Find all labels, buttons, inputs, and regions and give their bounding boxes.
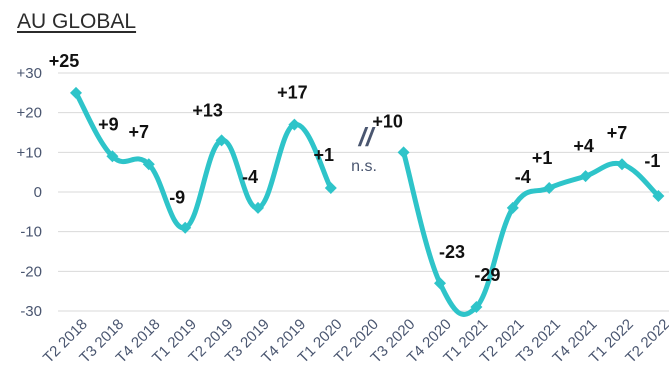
data-label: -4: [515, 167, 531, 187]
data-label: +9: [98, 114, 119, 134]
data-point: [179, 221, 192, 234]
data-point: [288, 118, 301, 131]
data-label: -4: [242, 167, 258, 187]
series-line: [73, 90, 334, 231]
data-label: -23: [439, 242, 465, 262]
data-point: [652, 189, 665, 202]
data-label: +25: [49, 51, 80, 71]
y-tick-label: +10: [17, 144, 42, 161]
axis-break-mark: //: [358, 122, 376, 152]
data-point: [106, 150, 119, 163]
data-label: +7: [607, 123, 628, 143]
y-tick-label: -30: [20, 303, 42, 320]
data-point: [579, 170, 592, 183]
not-significant-note: n.s.: [351, 158, 377, 175]
data-point: [252, 201, 264, 214]
data-point: [470, 301, 483, 314]
data-label: +7: [129, 122, 150, 142]
series-line-segment-2: [401, 149, 661, 317]
data-point: [215, 134, 228, 147]
data-point: [434, 277, 446, 290]
data-label: +13: [192, 100, 223, 120]
data-label: +10: [372, 111, 403, 131]
data-label: -29: [474, 265, 500, 285]
data-point: [142, 158, 155, 171]
data-point: [70, 86, 82, 99]
gridlines: [58, 72, 669, 312]
data-labels: +25+9 +7-9+13-4+17+1+10-23-29-4+1+4+7-1: [49, 51, 661, 285]
y-axis-ticks: +30 +20 +10 0 -10 -20 -30: [17, 65, 42, 320]
data-point: [324, 182, 337, 195]
y-tick-label: +20: [17, 105, 42, 122]
data-points: [70, 86, 665, 314]
data-label: +1: [314, 145, 335, 165]
data-label: +17: [277, 83, 308, 103]
data-point: [616, 158, 628, 171]
data-point: [543, 182, 556, 195]
y-tick-label: +30: [17, 65, 42, 82]
data-point: [397, 146, 410, 159]
data-point: [506, 201, 519, 214]
data-label: -1: [644, 151, 660, 171]
chart-title: AU GLOBAL: [17, 10, 137, 33]
y-tick-label: 0: [34, 184, 42, 201]
data-label: +1: [532, 148, 553, 168]
data-label: -9: [169, 188, 185, 208]
y-tick-label: -20: [20, 263, 42, 280]
y-tick-label: -10: [20, 224, 42, 241]
data-label: +4: [573, 136, 594, 156]
